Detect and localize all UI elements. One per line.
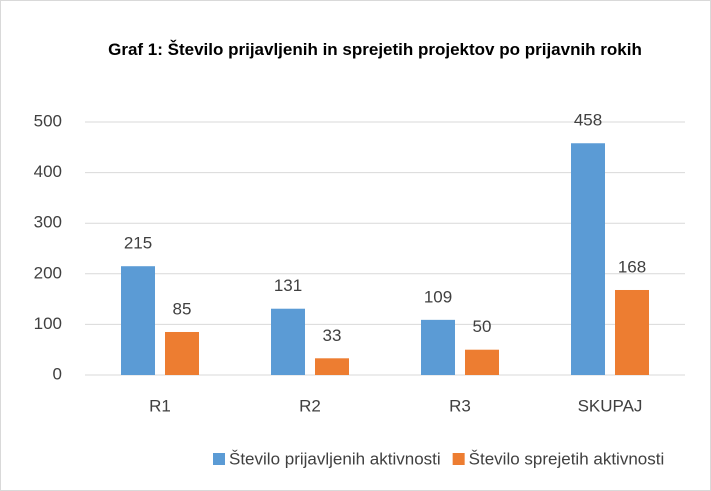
bar <box>271 308 305 375</box>
bar <box>615 289 649 375</box>
y-tick-label: 400 <box>34 162 62 181</box>
bar <box>465 349 499 375</box>
data-label: 33 <box>323 326 342 345</box>
bar <box>315 358 349 375</box>
bar <box>165 331 199 375</box>
data-label: 85 <box>173 299 192 318</box>
bar <box>571 143 605 375</box>
y-tick-label: 500 <box>34 111 62 130</box>
chart-title: Graf 1: Število prijavljenih in sprejeti… <box>108 40 642 59</box>
y-tick-label: 200 <box>34 263 62 282</box>
x-tick-label: R1 <box>149 396 171 415</box>
legend-label: Število sprejetih aktivnosti <box>469 449 665 468</box>
y-tick-label: 300 <box>34 213 62 232</box>
data-label: 168 <box>618 257 646 276</box>
bar <box>421 319 455 375</box>
y-tick-label: 100 <box>34 314 62 333</box>
data-label: 458 <box>574 111 602 130</box>
x-tick-label: SKUPAJ <box>578 396 643 415</box>
legend-swatch <box>213 453 225 465</box>
legend-label: Število prijavljenih aktivnosti <box>229 449 441 468</box>
data-label: 109 <box>424 287 452 306</box>
x-tick-label: R3 <box>449 396 471 415</box>
legend-swatch <box>452 453 465 465</box>
x-tick-label: R2 <box>299 396 321 415</box>
data-label: 215 <box>124 234 152 253</box>
bar <box>121 266 155 375</box>
y-tick-label: 0 <box>53 364 62 383</box>
data-label: 50 <box>473 317 492 336</box>
data-label: 131 <box>274 276 302 295</box>
